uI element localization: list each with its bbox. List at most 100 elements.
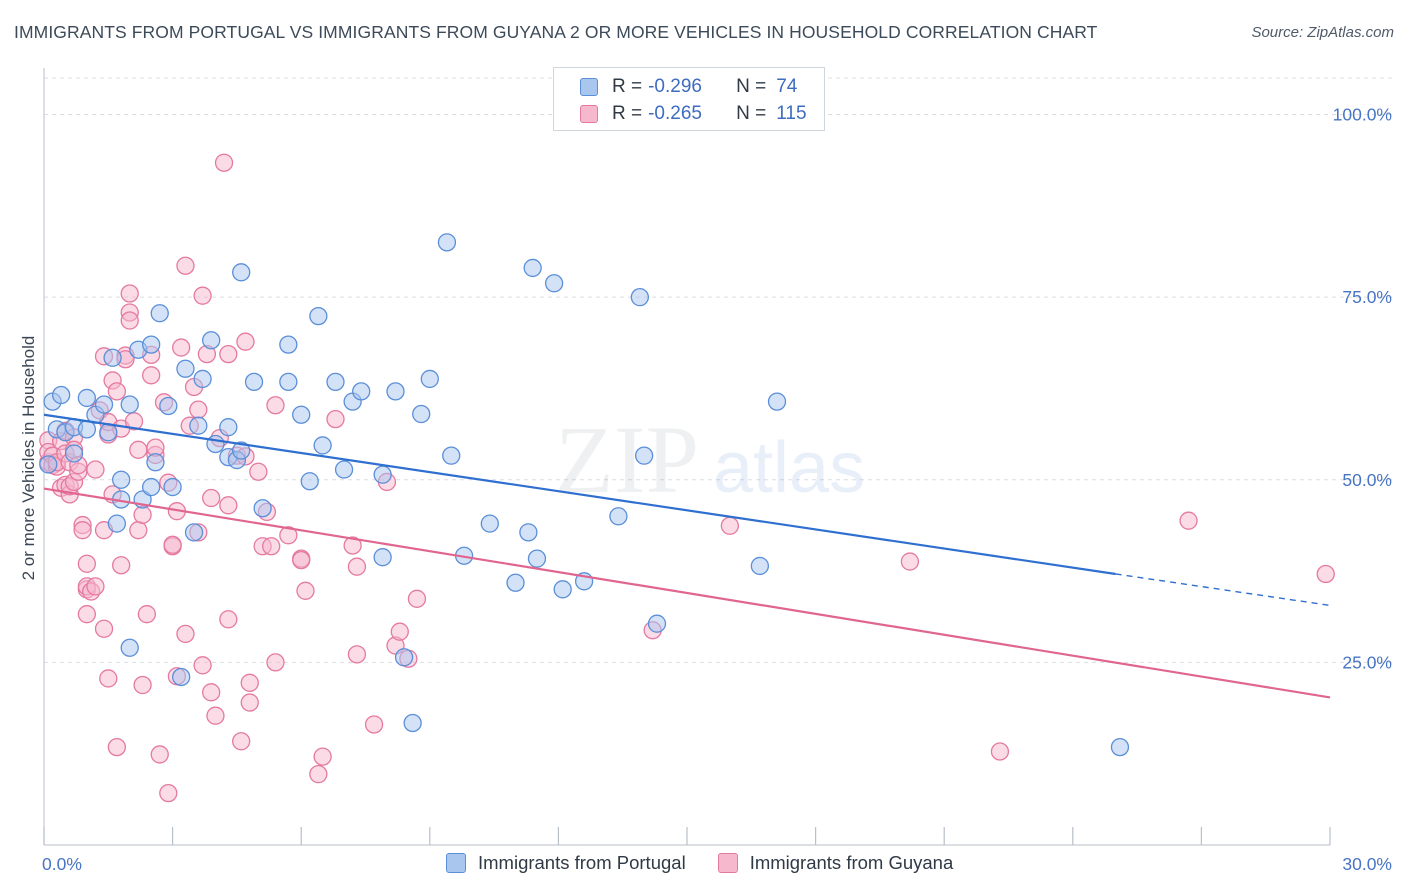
- data-point-portugal: [292, 405, 311, 424]
- data-point-portugal: [326, 372, 345, 392]
- data-point-portugal: [527, 549, 547, 568]
- data-point-portugal: [313, 436, 332, 455]
- data-point-guyana: [206, 706, 225, 725]
- watermark-zip: ZIP: [555, 406, 699, 513]
- x-tick-label-max: 30.0%: [1342, 854, 1392, 874]
- y-tick-label: 75.0%: [1342, 287, 1392, 307]
- data-point-portugal: [544, 274, 564, 293]
- data-point-guyana: [390, 622, 409, 641]
- data-point-portugal: [172, 667, 191, 687]
- data-point-guyana: [364, 715, 384, 734]
- data-point-portugal: [232, 441, 251, 460]
- data-point-portugal: [373, 548, 392, 567]
- data-point-portugal: [202, 331, 221, 350]
- data-point-portugal: [523, 258, 542, 278]
- data-point-guyana: [172, 338, 191, 357]
- data-point-portugal: [163, 477, 182, 497]
- legend-row-portugal: R = -0.296 N = 74: [580, 75, 797, 99]
- data-point-guyana: [266, 396, 285, 415]
- data-point-portugal: [1110, 737, 1130, 757]
- data-point-guyana: [137, 605, 157, 624]
- data-point-portugal: [103, 348, 122, 367]
- data-point-portugal: [647, 614, 667, 633]
- data-point-portugal: [159, 396, 178, 416]
- data-point-guyana: [99, 669, 118, 688]
- data-point-guyana: [240, 673, 259, 692]
- data-point-portugal: [519, 523, 538, 542]
- data-point-portugal: [300, 472, 319, 491]
- data-point-guyana: [214, 153, 234, 172]
- data-point-guyana: [720, 516, 740, 535]
- data-point-portugal: [373, 465, 392, 484]
- data-point-portugal: [279, 372, 298, 392]
- data-point-guyana: [129, 521, 148, 540]
- y-tick-label: 25.0%: [1342, 652, 1392, 672]
- data-point-guyana: [120, 284, 139, 303]
- y-tick-label: 100.0%: [1333, 105, 1392, 125]
- legend-swatch-portugal: [446, 853, 466, 873]
- data-point-portugal: [609, 507, 628, 526]
- data-point-portugal: [553, 580, 572, 599]
- chart-title: IMMIGRANTS FROM PORTUGAL VS IMMIGRANTS F…: [14, 22, 1098, 42]
- series-legend: Immigrants from Portugal Immigrants from…: [446, 852, 985, 874]
- data-point-guyana: [296, 581, 315, 600]
- data-point-portugal: [39, 455, 58, 474]
- legend-item-portugal[interactable]: Immigrants from Portugal: [446, 852, 686, 874]
- legend-n-value: 74: [776, 76, 798, 97]
- data-point-guyana: [150, 745, 169, 764]
- trend-line-portugal-extrapolated: [1115, 573, 1331, 607]
- data-point-guyana: [347, 645, 367, 664]
- data-point-guyana: [309, 764, 328, 784]
- data-point-portugal: [176, 359, 195, 378]
- y-tick-labels: 25.0% 50.0% 75.0% 100.0%: [1333, 105, 1392, 673]
- legend-r-value: -0.265: [648, 103, 702, 124]
- data-point-guyana: [1179, 511, 1198, 530]
- legend-r-label: R =: [612, 76, 643, 97]
- watermark-atlas: atlas: [713, 428, 865, 508]
- data-point-guyana: [232, 732, 251, 751]
- data-point-guyana: [176, 624, 195, 644]
- legend-item-guyana[interactable]: Immigrants from Guyana: [717, 852, 953, 874]
- data-point-portugal: [630, 287, 649, 307]
- data-point-portugal: [394, 648, 414, 667]
- data-point-portugal: [244, 372, 264, 392]
- data-point-portugal: [437, 233, 457, 252]
- data-point-guyana: [193, 656, 212, 675]
- data-point-guyana: [313, 747, 332, 766]
- trend-line-portugal: [43, 413, 1116, 576]
- data-point-guyana: [86, 460, 105, 479]
- data-point-guyana: [159, 783, 178, 803]
- data-point-guyana: [1316, 564, 1335, 584]
- data-point-portugal: [767, 392, 787, 411]
- grid-lines: [44, 77, 1392, 663]
- data-point-guyana: [343, 536, 362, 555]
- data-point-portugal: [189, 416, 208, 435]
- data-point-guyana: [219, 344, 238, 364]
- data-point-guyana: [990, 742, 1010, 761]
- y-axis-label: 2 or more Vehicles in Household: [19, 336, 38, 581]
- data-point-portugal: [403, 713, 422, 733]
- data-point-portugal: [77, 388, 97, 408]
- data-point-guyana: [129, 440, 148, 459]
- x-tick-label-min: 0.0%: [42, 854, 82, 874]
- data-point-guyana: [142, 366, 161, 385]
- data-point-guyana: [77, 554, 97, 573]
- data-point-guyana: [279, 526, 298, 545]
- watermark: ZIP atlas: [555, 406, 865, 513]
- data-point-portugal: [420, 369, 439, 389]
- data-point-portugal: [120, 638, 139, 657]
- data-point-guyana: [262, 537, 281, 556]
- data-point-guyana: [236, 332, 255, 351]
- data-point-guyana: [163, 535, 182, 554]
- data-point-portugal: [112, 470, 131, 489]
- data-point-portugal: [146, 453, 165, 472]
- source-label: Source: ZipAtlas.com: [1251, 24, 1394, 41]
- data-point-portugal: [232, 263, 251, 282]
- data-point-guyana: [133, 675, 152, 695]
- data-point-guyana: [240, 693, 259, 712]
- data-point-guyana: [266, 653, 285, 672]
- data-point-guyana: [176, 256, 195, 275]
- data-point-guyana: [202, 488, 221, 508]
- data-point-guyana: [189, 400, 208, 419]
